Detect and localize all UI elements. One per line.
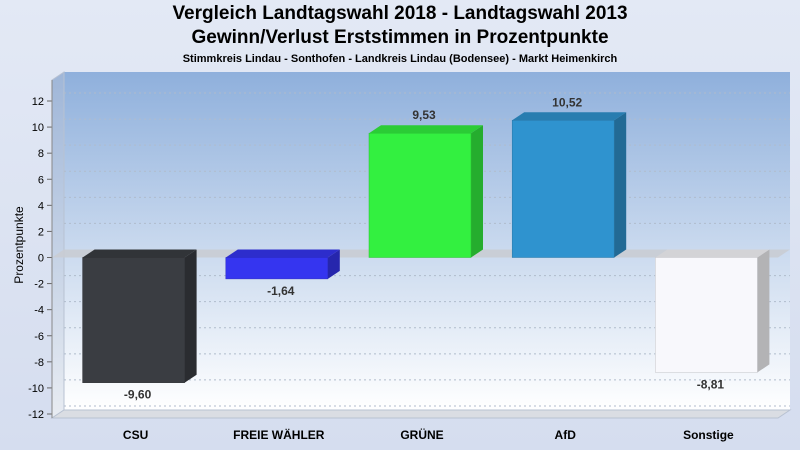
y-tick-label: 8 [38,148,44,160]
bar-top [225,249,340,258]
y-tick-label: -4 [34,305,44,317]
y-tick-label: 4 [38,200,44,212]
bar [511,112,627,258]
bar-front [225,257,329,280]
chart-caption: Stimmkreis Lindau - Sonthofen - Landkrei… [182,53,618,65]
data-label: -9,60 [124,388,152,402]
y-tick-label: 12 [32,96,44,108]
bar-side [327,249,340,279]
x-tick-label: FREIE WÄHLER [233,427,325,442]
y-tick-label: -12 [28,409,44,421]
y-tick-label: 0 [38,253,44,265]
bar-front [368,132,472,258]
bar-top [512,112,627,121]
y-tick-label: 10 [32,122,44,134]
data-label: -1,64 [267,284,295,298]
bar-top [655,249,770,258]
chart-subtitle: Gewinn/Verlust Erststimmen in Prozentpun… [191,27,609,48]
bar-top [369,125,483,134]
y-tick-label: 6 [38,174,44,186]
floor [50,409,792,419]
x-tick-label: AfD [555,428,577,442]
x-tick-label: Sonstige [683,428,734,442]
bar [368,125,483,258]
x-tick-label: CSU [123,428,148,442]
bar [655,249,770,373]
bar-front [82,257,185,383]
bar [225,249,340,280]
bar-side [471,125,483,258]
bar-side [757,249,770,373]
y-tick-label: -10 [28,383,44,395]
chart-title: Vergleich Landtagswahl 2018 - Landtagswa… [172,3,628,24]
bar-side [614,112,627,258]
bar-front [655,257,758,373]
bar-top [82,249,197,258]
bar-front [511,120,615,258]
y-tick-label: -6 [34,331,44,343]
data-label: 9,53 [412,108,436,122]
data-label: -8,81 [697,377,725,391]
bar-side [184,249,197,383]
side-wall [51,71,65,419]
data-label: 10,52 [552,95,582,109]
y-axis-title: Prozentpunkte [12,206,26,284]
x-tick-label: GRÜNE [400,427,443,442]
bar [82,249,197,383]
y-tick-label: -2 [34,279,44,291]
y-tick-label: -8 [34,357,44,369]
y-tick-label: 2 [38,226,44,238]
